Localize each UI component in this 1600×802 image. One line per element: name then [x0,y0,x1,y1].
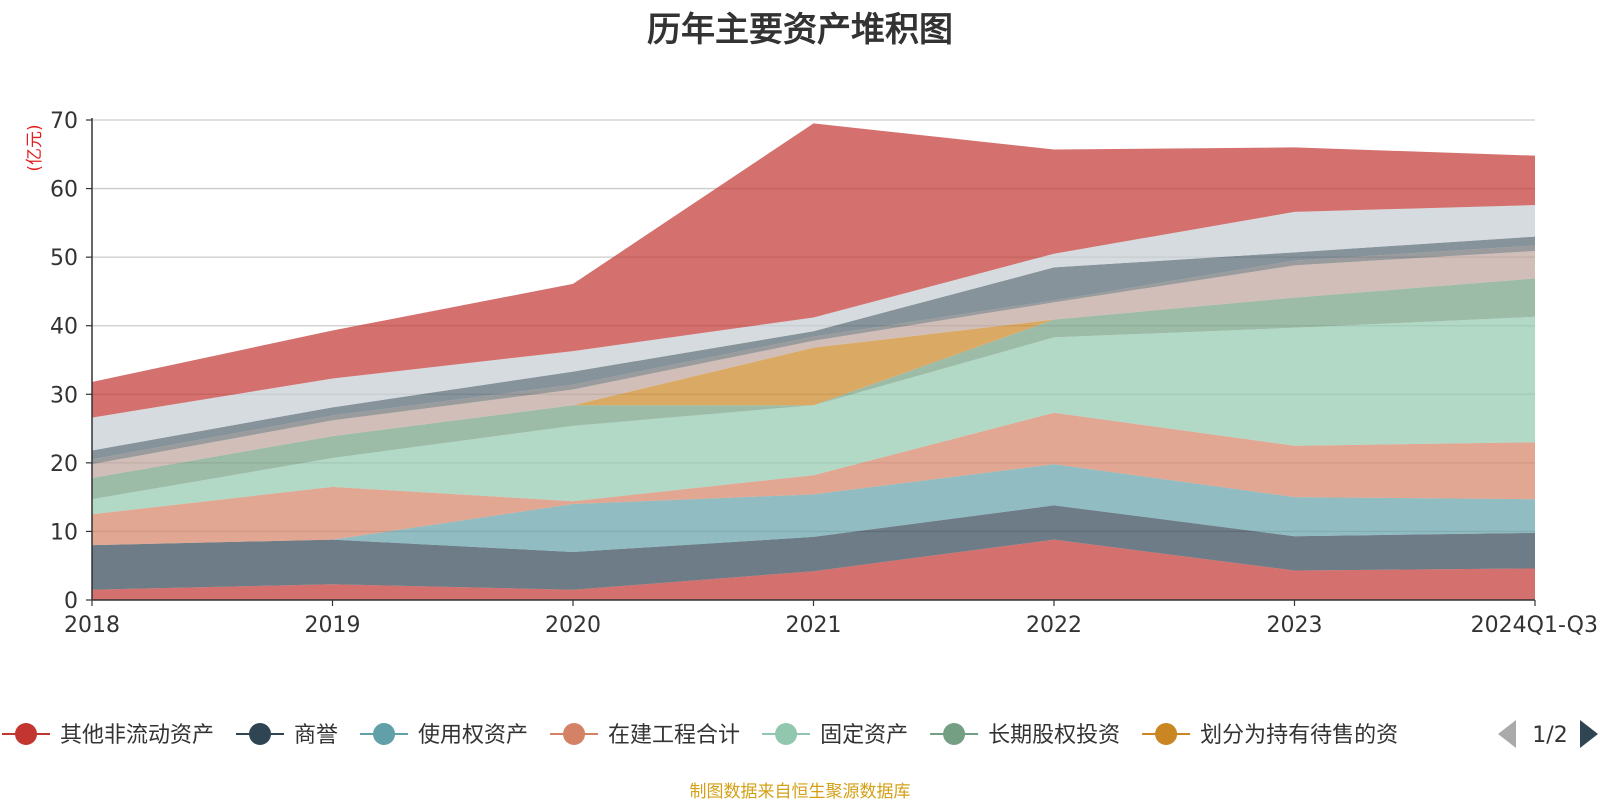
legend-label: 其他非流动资产 [60,723,214,748]
legend[interactable]: 其他非流动资产 商誉 使用权资产 在建工程合计 固定资产 长期股权投资 划分为持有待售的资 1… [2,720,1598,748]
legend-marker [249,723,272,745]
axes: 0 10 20 30 40 50 60 70 2018 2019 2020 2021 2022 2023 2… [25,109,1598,638]
legend-item-6[interactable]: 长期股权投资 [930,723,1120,748]
legend-item-2[interactable]: 商誉 [236,723,338,748]
x-tick-label: 2024Q1-Q3 [1471,613,1598,638]
x-tick-label: 2019 [305,613,361,638]
y-tick-label: 10 [50,520,78,545]
legend-label: 划分为持有待售的资 [1200,723,1398,748]
legend-label: 固定资产 [820,723,908,748]
area-series-group [92,123,1535,600]
legend-next-icon[interactable] [1580,720,1598,748]
legend-item-5[interactable]: 固定资产 [762,723,908,748]
legend-item-1[interactable]: 其他非流动资产 [2,723,214,748]
source-note: 制图数据来自恒生聚源数据库 [689,782,911,802]
area-series-5 [92,316,1535,515]
y-tick-label: 40 [50,315,78,340]
y-tick-label: 70 [50,109,78,134]
legend-marker [943,723,966,745]
area-series-4 [92,412,1535,546]
area-series-7 [92,278,1535,478]
x-tick-label: 2020 [545,613,601,638]
legend-marker [775,723,798,745]
legend-item-7[interactable]: 划分为持有待售的资 [1142,723,1398,748]
x-tick-label: 2021 [786,613,842,638]
x-tick-label: 2022 [1026,613,1082,638]
area-series-6 [92,278,1535,500]
y-tick-label: 50 [50,246,78,271]
x-tick-label: 2018 [64,613,120,638]
legend-marker [563,723,586,745]
x-tick-label: 2023 [1267,613,1323,638]
legend-marker [1155,723,1178,745]
legend-label: 长期股权投资 [988,723,1120,748]
legend-item-3[interactable]: 使用权资产 [360,723,528,748]
area-series-1 [92,539,1535,600]
area-series-11 [92,205,1535,451]
y-tick-label: 20 [50,452,78,477]
legend-label: 在建工程合计 [608,723,740,748]
legend-item-4[interactable]: 在建工程合计 [550,723,740,748]
area-series-2 [92,505,1535,590]
legend-marker [373,723,396,745]
y-unit-label: (亿元) [25,124,45,171]
legend-page-indicator: 1/2 [1532,723,1567,748]
legend-marker [15,723,37,745]
area-series-3 [92,464,1535,552]
legend-label: 使用权资产 [418,723,528,748]
legend-prev-icon[interactable] [1498,720,1516,748]
y-tick-label: 30 [50,383,78,408]
chart-title: 历年主要资产堆积图 [647,10,953,50]
legend-label: 商誉 [294,723,338,748]
area-series-12 [92,123,1535,418]
y-tick-label: 60 [50,178,78,203]
y-tick-label: 0 [64,589,78,614]
area-series-8 [92,250,1535,478]
